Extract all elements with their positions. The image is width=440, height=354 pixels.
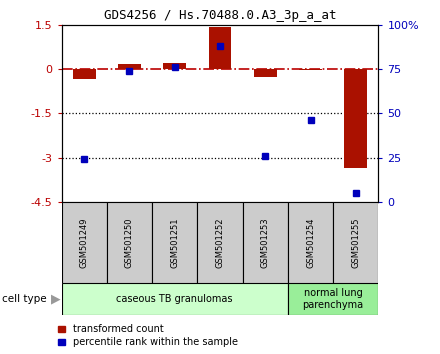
Text: GSM501253: GSM501253: [261, 217, 270, 268]
Text: GSM501251: GSM501251: [170, 217, 179, 268]
Bar: [163, 63, 186, 69]
Text: GSM501250: GSM501250: [125, 217, 134, 268]
Bar: [242, 202, 288, 283]
Text: ▶: ▶: [51, 293, 60, 306]
Bar: [73, 69, 95, 79]
Bar: [198, 202, 242, 283]
Text: GDS4256 / Hs.70488.0.A3_3p_a_at: GDS4256 / Hs.70488.0.A3_3p_a_at: [104, 9, 336, 22]
Bar: [62, 202, 107, 283]
Bar: [118, 64, 141, 69]
Bar: [333, 202, 378, 283]
Bar: [288, 202, 333, 283]
Text: GSM501255: GSM501255: [351, 217, 360, 268]
Text: normal lung
parenchyma: normal lung parenchyma: [303, 288, 364, 310]
Bar: [209, 27, 231, 69]
Text: GSM501252: GSM501252: [216, 217, 224, 268]
Legend: transformed count, percentile rank within the sample: transformed count, percentile rank withi…: [58, 325, 238, 347]
Text: cell type: cell type: [2, 294, 47, 304]
Bar: [62, 283, 288, 315]
Bar: [107, 202, 152, 283]
Bar: [288, 283, 378, 315]
Bar: [299, 69, 322, 70]
Text: GSM501254: GSM501254: [306, 217, 315, 268]
Bar: [152, 202, 198, 283]
Text: GSM501249: GSM501249: [80, 217, 89, 268]
Bar: [345, 69, 367, 168]
Bar: [254, 69, 277, 77]
Text: caseous TB granulomas: caseous TB granulomas: [117, 294, 233, 304]
